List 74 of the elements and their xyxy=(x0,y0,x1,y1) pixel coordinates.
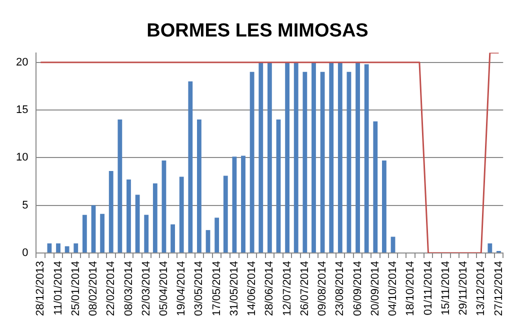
y-tick-label: 0 xyxy=(22,246,28,259)
x-tick-label: 28/06/2014 xyxy=(264,260,276,316)
y-tick-label: 20 xyxy=(16,56,28,68)
bar xyxy=(135,194,140,252)
bar xyxy=(373,121,378,252)
bar xyxy=(179,176,184,252)
x-tick-label: 23/08/2014 xyxy=(334,260,346,316)
x-tick-label: 14/06/2014 xyxy=(246,260,258,316)
x-tick-label: 03/05/2014 xyxy=(193,260,206,316)
bar xyxy=(197,120,202,252)
bar xyxy=(488,243,492,252)
x-tick-label: 05/04/2014 xyxy=(158,260,170,316)
bar xyxy=(162,160,166,252)
x-tick-label: 19/04/2014 xyxy=(176,260,188,316)
bar xyxy=(118,120,122,252)
bar xyxy=(356,62,360,252)
y-tick-label: 15 xyxy=(16,104,28,116)
bar xyxy=(241,156,246,252)
bar xyxy=(302,72,308,252)
x-tick-label: 29/11/2014 xyxy=(458,260,470,316)
bar xyxy=(364,64,369,252)
x-tick-label: 25/01/2014 xyxy=(70,260,82,316)
bar xyxy=(47,243,52,252)
bar xyxy=(320,72,325,252)
bar xyxy=(276,120,281,252)
x-tick-label: 12/07/2014 xyxy=(281,260,294,316)
bar xyxy=(91,205,96,252)
bar xyxy=(214,218,220,252)
x-tick-label: 09/08/2014 xyxy=(316,260,329,316)
chart-title: BORMES LES MIMOSAS xyxy=(146,20,368,42)
x-tick-label: 27/12/2014 xyxy=(492,260,505,316)
y-tick-label: 10 xyxy=(16,152,28,164)
bar xyxy=(170,224,175,252)
bar xyxy=(100,214,105,252)
bar xyxy=(258,62,264,252)
x-tick-label: 31/05/2014 xyxy=(228,260,240,316)
bar xyxy=(108,170,114,252)
x-tick-label: 17/05/2014 xyxy=(210,260,223,316)
bar xyxy=(232,156,237,252)
bar xyxy=(250,72,254,252)
bar xyxy=(223,176,228,252)
x-tick-label: 11/01/2014 xyxy=(52,260,64,316)
x-tick-label: 08/02/2014 xyxy=(88,260,100,316)
y-tick-label: 5 xyxy=(22,199,28,212)
bar xyxy=(64,246,70,252)
bar xyxy=(294,62,298,252)
x-tick-label: 15/11/2014 xyxy=(440,260,452,316)
bar xyxy=(74,243,78,252)
bar xyxy=(312,62,316,252)
x-tick-label: 13/12/2014 xyxy=(475,260,488,316)
x-tick-label: 28/12/2013 xyxy=(34,260,47,316)
bar xyxy=(126,180,131,252)
bar xyxy=(267,62,272,252)
x-tick-label: 20/09/2014 xyxy=(369,260,382,316)
bar xyxy=(56,243,60,252)
bar xyxy=(82,214,87,252)
x-tick-label: 06/09/2014 xyxy=(352,260,364,316)
bar xyxy=(390,236,396,252)
bar xyxy=(188,81,193,252)
bar xyxy=(346,72,352,252)
x-tick-label: 22/02/2014 xyxy=(105,260,118,316)
bar xyxy=(285,62,290,252)
bar xyxy=(152,183,158,252)
x-tick-label: 22/03/2014 xyxy=(140,260,152,316)
x-tick-label: 08/03/2014 xyxy=(122,260,135,316)
x-tick-label: 04/10/2014 xyxy=(387,260,400,316)
bar xyxy=(144,214,149,252)
x-tick-label: 26/07/2014 xyxy=(298,260,311,316)
bar xyxy=(338,62,342,252)
bar xyxy=(206,230,210,252)
x-tick-label: 18/10/2014 xyxy=(404,260,417,316)
x-tick-label: 01/11/2014 xyxy=(422,260,434,316)
bar xyxy=(382,160,386,252)
bar xyxy=(329,62,334,252)
